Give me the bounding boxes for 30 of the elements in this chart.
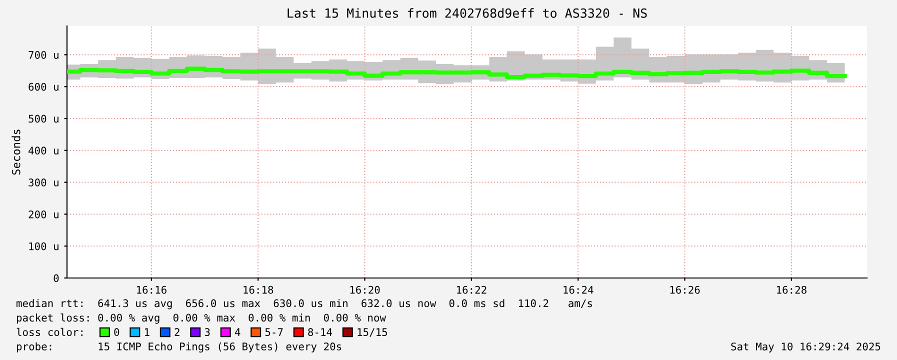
x-tick-label: 16:18 xyxy=(244,286,274,294)
legend-label: 1 xyxy=(145,328,150,336)
y-tick-label: 700 u xyxy=(28,50,58,59)
x-tick-label: 16:28 xyxy=(777,286,806,294)
y-tick-label: 500 u xyxy=(28,114,58,123)
legend-label: 5-7 xyxy=(265,328,283,336)
y-tick-label: 300 u xyxy=(28,178,58,186)
x-tick-label: 16:20 xyxy=(350,286,380,294)
y-tick-label: 200 u xyxy=(28,210,58,218)
legend-label: 8-14 xyxy=(308,328,332,336)
text: loss color: xyxy=(16,328,82,336)
text: packet loss: 0.00 % avg 0.00 % max 0.00 % min 0.00 % now xyxy=(16,313,386,324)
y-tick-label: 0 xyxy=(54,274,59,282)
x-tick-label: 16:24 xyxy=(564,286,594,294)
legend-label: 4 xyxy=(234,328,240,336)
legend-label: 3 xyxy=(204,328,210,336)
legend-label: 15/15 xyxy=(358,328,388,337)
x-tick-label: 16:16 xyxy=(137,286,166,294)
text: probe: 15 ICMP Echo Pings (56 Bytes) every 20s xyxy=(16,342,342,352)
text: Sat May 10 16:29:24 2025 xyxy=(731,342,880,352)
x-tick-label: 16:26 xyxy=(670,286,700,294)
legend-label: 0 xyxy=(114,328,120,336)
y-tick-label: 600 u xyxy=(28,82,58,91)
y-tick-label: 400 u xyxy=(28,146,58,155)
x-tick-label: 16:22 xyxy=(457,286,486,294)
legend-label: 2 xyxy=(174,328,180,336)
y-tick-label: 100 u xyxy=(29,242,58,250)
chart-title: Last 15 Minutes from 2402768d9eff to AS3320 - NS xyxy=(288,8,647,18)
y-axis-title: Seconds xyxy=(12,130,20,175)
text: median rtt: 641.3 us avg 656.0 us max 630.0 us min 632.0 us now 0.0 ms sd 110.2 am/s xyxy=(16,299,592,310)
